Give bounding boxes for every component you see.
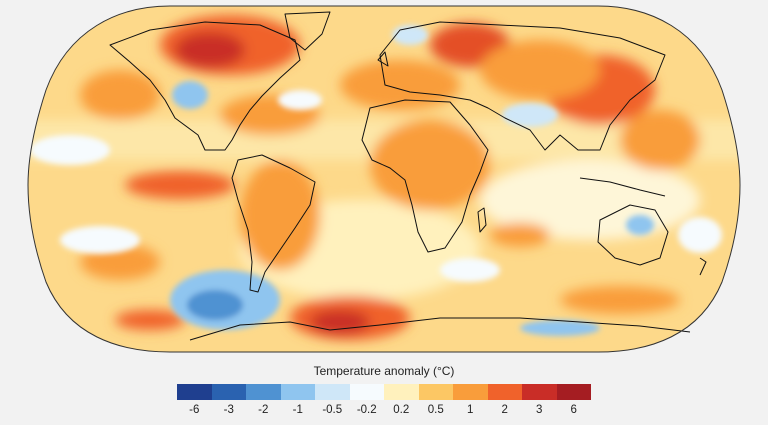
legend-swatch-4 <box>315 384 350 400</box>
legend-tick-label: -0.5 <box>322 404 343 416</box>
coastline-uk <box>377 51 389 67</box>
coastline-australia <box>597 204 669 266</box>
legend-swatch-9 <box>487 384 522 400</box>
legend-swatch-10 <box>522 384 557 400</box>
legend-swatch-7 <box>418 384 453 400</box>
legend-swatch-1 <box>211 384 246 400</box>
legend-tick-label: -1 <box>292 404 303 416</box>
globe-outline <box>27 5 741 353</box>
legend-tick-label: -6 <box>189 404 200 416</box>
coastline-maritime-se-asia <box>579 177 666 197</box>
legend-tick-label: 6 <box>570 404 577 416</box>
world-map <box>27 5 741 353</box>
anomaly-field <box>28 6 740 352</box>
legend-swatch-5 <box>349 384 384 400</box>
legend-tick-label: -0.2 <box>356 404 377 416</box>
coastlines <box>109 11 707 341</box>
legend-ticks: -6 -3 -2 -1 -0.5 -0.2 0.2 0.5 1 2 3 6 <box>0 404 768 420</box>
coastline-new-zealand <box>699 257 707 276</box>
legend-tick-label: -2 <box>258 404 269 416</box>
coastline-antarctica <box>189 317 691 341</box>
legend-tick-label: 0.2 <box>393 404 410 416</box>
coastline-madagascar <box>477 207 487 233</box>
legend-tick-label: 2 <box>501 404 508 416</box>
legend-title: Temperature anomaly (°C) <box>313 364 455 378</box>
coastline-africa <box>361 99 489 253</box>
legend-tick-label: 3 <box>536 404 543 416</box>
legend-tick-label: -3 <box>223 404 234 416</box>
legend-swatch-6 <box>384 384 419 400</box>
legend-tick-label: 1 <box>467 404 474 416</box>
legend-swatch-11 <box>556 384 591 400</box>
legend-swatch-0 <box>177 384 212 400</box>
legend-color-bar <box>177 384 591 400</box>
color-legend: Temperature anomaly (°C) -6 -3 -2 -1 -0.5 -0.… <box>0 360 768 425</box>
coastline-south-america <box>231 154 316 293</box>
legend-tick-label: 0.5 <box>427 404 444 416</box>
legend-swatch-3 <box>280 384 315 400</box>
legend-swatch-8 <box>453 384 488 400</box>
coastline-eurasia <box>379 21 666 151</box>
legend-swatch-2 <box>246 384 281 400</box>
coastline-north-america <box>109 21 301 151</box>
coastline-greenland <box>284 11 331 51</box>
